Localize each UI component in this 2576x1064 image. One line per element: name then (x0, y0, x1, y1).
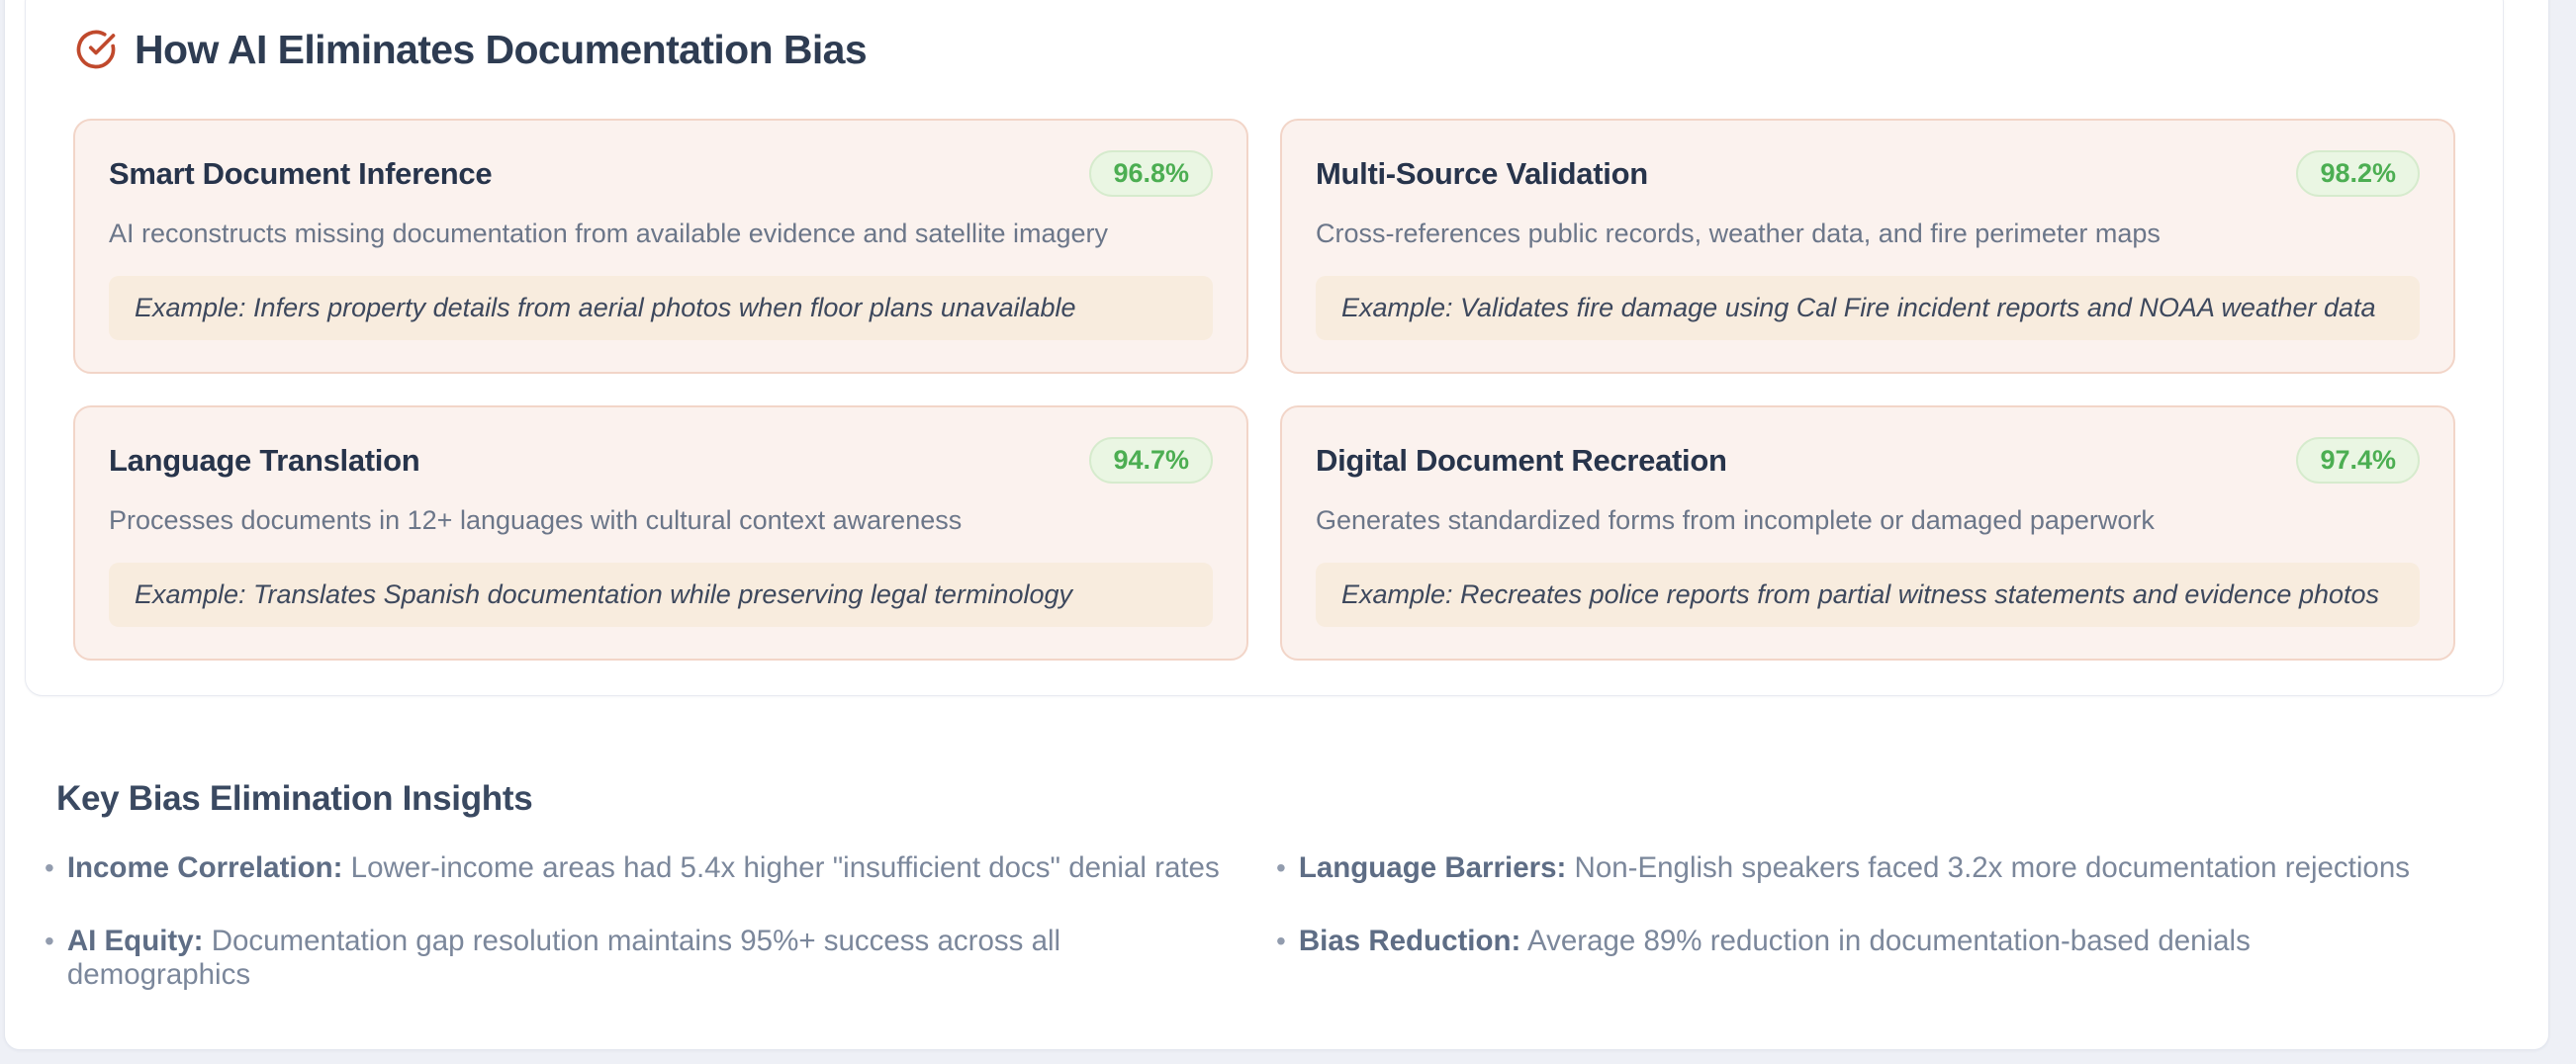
feature-card-multi-source-validation: Multi-Source Validation 98.2% Cross-refe… (1280, 119, 2455, 374)
accuracy-badge: 96.8% (1089, 150, 1213, 197)
feature-card-smart-document-inference: Smart Document Inference 96.8% AI recons… (73, 119, 1248, 374)
feature-example: Example: Translates Spanish documentatio… (109, 563, 1213, 627)
card-header: Digital Document Recreation 97.4% (1316, 437, 2420, 484)
bullet-dot: • (45, 926, 54, 956)
main-panel: How AI Eliminates Documentation Bias Sma… (4, 0, 2549, 1050)
insight-label: Income Correlation: (66, 851, 343, 884)
card-header: Language Translation 94.7% (109, 437, 1213, 484)
bullet-dot: • (45, 852, 54, 883)
insight-text: Average 89% reduction in documentation-b… (1526, 925, 2251, 957)
bullet-dot: • (1276, 926, 1286, 956)
feature-description: Processes documents in 12+ languages wit… (109, 505, 963, 535)
feature-card-digital-document-recreation: Digital Document Recreation 97.4% Genera… (1280, 405, 2455, 661)
card-header: Multi-Source Validation 98.2% (1316, 150, 2420, 197)
bullet-dot: • (1276, 852, 1286, 883)
feature-example: Example: Validates fire damage using Cal… (1316, 276, 2420, 340)
feature-title: Language Translation (109, 442, 420, 478)
card-header: Smart Document Inference 96.8% (109, 150, 1213, 197)
accuracy-badge: 94.7% (1089, 437, 1213, 484)
insight-ai-equity: • AI Equity: Documentation gap resolutio… (45, 925, 1241, 992)
section-header: How AI Eliminates Documentation Bias (75, 26, 2455, 73)
feature-description: Generates standardized forms from incomp… (1316, 505, 2155, 535)
insights-heading: Key Bias Elimination Insights (56, 779, 533, 818)
feature-example: Example: Infers property details from ae… (109, 276, 1213, 340)
feature-card-language-translation: Language Translation 94.7% Processes doc… (73, 405, 1248, 661)
insight-income-correlation: • Income Correlation: Lower-income areas… (45, 851, 1241, 885)
insight-language-barriers: • Language Barriers: Non-English speaker… (1276, 851, 2472, 885)
feature-cards-grid: Smart Document Inference 96.8% AI recons… (73, 119, 2455, 661)
insight-text: Lower-income areas had 5.4x higher "insu… (350, 851, 1220, 884)
insight-label: Bias Reduction: (1298, 925, 1521, 957)
feature-example: Example: Recreates police reports from p… (1316, 563, 2420, 627)
insight-text: Documentation gap resolution maintains 9… (66, 925, 1061, 991)
insight-content: Income Correlation: Lower-income areas h… (67, 851, 1220, 885)
accuracy-badge: 97.4% (2296, 437, 2420, 484)
insight-content: AI Equity: Documentation gap resolution … (67, 925, 1241, 992)
insight-label: Language Barriers: (1298, 851, 1567, 884)
section-title: How AI Eliminates Documentation Bias (135, 26, 868, 72)
feature-title: Smart Document Inference (109, 155, 493, 191)
insight-label: AI Equity: (66, 925, 204, 957)
feature-description: AI reconstructs missing documentation fr… (109, 219, 1108, 248)
feature-title: Multi-Source Validation (1316, 155, 1648, 191)
feature-title: Digital Document Recreation (1316, 442, 1727, 478)
insight-content: Bias Reduction: Average 89% reduction in… (1299, 925, 2251, 958)
check-circle-icon (75, 29, 117, 70)
ai-documentation-bias-section: How AI Eliminates Documentation Bias Sma… (25, 0, 2504, 696)
feature-description: Cross-references public records, weather… (1316, 219, 2161, 248)
insights-grid: • Income Correlation: Lower-income areas… (45, 851, 2472, 992)
insight-bias-reduction: • Bias Reduction: Average 89% reduction … (1276, 925, 2472, 992)
insight-text: Non-English speakers faced 3.2x more doc… (1574, 851, 2410, 884)
accuracy-badge: 98.2% (2296, 150, 2420, 197)
insights-section: Key Bias Elimination Insights • Income C… (45, 779, 2472, 992)
insight-content: Language Barriers: Non-English speakers … (1299, 851, 2410, 885)
